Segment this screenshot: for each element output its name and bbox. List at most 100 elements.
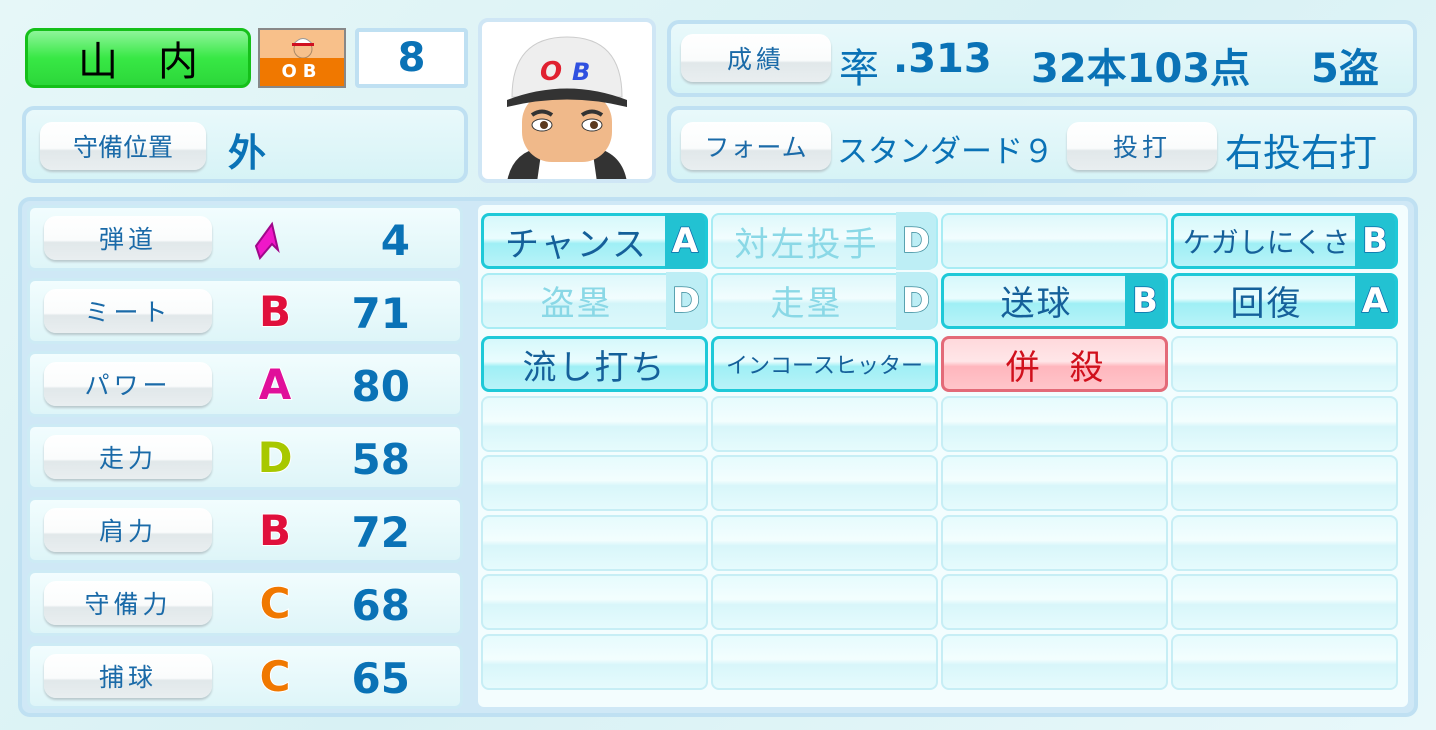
stat-label-button[interactable]: 守備力 bbox=[44, 581, 212, 625]
stolen-bases: 5盗 bbox=[1311, 46, 1379, 92]
position-button[interactable]: 守備位置 bbox=[40, 122, 206, 170]
stat-value: 4 bbox=[380, 216, 410, 265]
form-button[interactable]: フォーム bbox=[681, 122, 831, 170]
ability-cell-empty[interactable] bbox=[481, 395, 708, 452]
ability-grade: B bbox=[1125, 272, 1165, 329]
throw-bat-value: 右投右打 bbox=[1225, 131, 1378, 175]
stat-grade: C bbox=[259, 578, 292, 629]
svg-text:O: O bbox=[540, 57, 562, 87]
stat-grade: B bbox=[258, 286, 292, 337]
ability-cell[interactable]: 走塁 D bbox=[711, 271, 938, 330]
ability-cell[interactable]: 回復 A bbox=[1171, 272, 1398, 329]
uniform-number: 8 bbox=[355, 28, 468, 88]
stat-label-button[interactable]: 肩力 bbox=[44, 508, 212, 552]
position-value: 外 bbox=[228, 131, 267, 175]
stat-value: 68 bbox=[351, 581, 410, 630]
ability-cell-empty[interactable] bbox=[941, 514, 1168, 571]
stat-value: 80 bbox=[351, 362, 410, 411]
ability-cell-empty[interactable] bbox=[481, 514, 708, 571]
ability-cell-empty[interactable] bbox=[941, 213, 1168, 269]
ability-cell-empty[interactable] bbox=[941, 574, 1168, 630]
record-button[interactable]: 成績 bbox=[681, 34, 831, 82]
hr-rbi: 32本103点 bbox=[1031, 46, 1251, 92]
stat-value: 71 bbox=[351, 289, 410, 338]
record-panel: 成績 率 .313 32本103点 5盗 bbox=[667, 20, 1417, 97]
ability-cell[interactable]: 併殺 bbox=[941, 336, 1168, 392]
ability-cell-empty[interactable] bbox=[711, 455, 938, 511]
ability-grid: チャンス A 対左投手 D ケガしにくさ B 盗塁 D 走塁 D 送球 B 回復 A 流し打ち インコースヒッ… bbox=[478, 205, 1408, 707]
ability-cell[interactable]: ケガしにくさ B bbox=[1171, 213, 1398, 269]
ability-cell[interactable]: 流し打ち bbox=[481, 336, 708, 392]
stat-label-button[interactable]: 弾道 bbox=[44, 216, 212, 260]
stat-grade: B bbox=[258, 505, 292, 556]
stat-value: 58 bbox=[351, 435, 410, 484]
form-panel: フォーム スタンダード９ 投打 右投右打 bbox=[667, 106, 1417, 183]
ability-cell[interactable]: 送球 B bbox=[941, 272, 1168, 329]
form-value: スタンダード９ bbox=[837, 134, 1054, 170]
player-name: 山内 bbox=[25, 28, 251, 88]
ability-cell-empty[interactable] bbox=[481, 574, 708, 630]
stat-value: 65 bbox=[351, 654, 410, 703]
team-cap-icon bbox=[291, 38, 315, 59]
batting-average: .313 bbox=[893, 36, 992, 82]
stat-row: 走力 D 58 bbox=[27, 424, 463, 490]
ability-cell-empty[interactable] bbox=[1171, 514, 1398, 571]
ability-cell-empty[interactable] bbox=[1171, 574, 1398, 630]
stat-value: 72 bbox=[351, 508, 410, 557]
ability-cell-empty[interactable] bbox=[711, 395, 938, 452]
stat-row: 捕球 C 65 bbox=[27, 643, 463, 709]
ability-label: ケガしにくさ bbox=[1182, 226, 1351, 259]
ability-cell-empty[interactable] bbox=[711, 514, 938, 571]
ability-cell-empty[interactable] bbox=[1171, 336, 1398, 392]
ability-grade: B bbox=[1355, 213, 1395, 269]
stat-row: 肩力 B 72 bbox=[27, 497, 463, 563]
position-panel: 守備位置 外 bbox=[22, 106, 468, 183]
stat-grade: C bbox=[259, 651, 292, 702]
stat-label-button[interactable]: パワー bbox=[44, 362, 212, 406]
ability-cell[interactable]: 対左投手 D bbox=[711, 212, 938, 270]
ability-grade: D bbox=[666, 271, 706, 330]
ability-cell[interactable]: インコースヒッター bbox=[711, 336, 938, 392]
ability-label: 流し打ち bbox=[522, 347, 667, 388]
ability-grade: D bbox=[896, 212, 936, 270]
ability-label: 併殺 bbox=[1005, 347, 1134, 388]
ability-cell-empty[interactable] bbox=[941, 455, 1168, 511]
stat-grade: A bbox=[258, 359, 293, 410]
avg-label: 率 bbox=[839, 46, 879, 92]
ability-cell-empty[interactable] bbox=[1171, 633, 1398, 690]
stat-row: 弾道 4 bbox=[27, 205, 463, 271]
ability-cell[interactable]: 盗塁 D bbox=[481, 271, 708, 330]
ability-cell-empty[interactable] bbox=[1171, 395, 1398, 452]
team-badge: OB bbox=[258, 28, 346, 88]
player-portrait: O B bbox=[478, 18, 656, 183]
stat-grade: D bbox=[257, 432, 294, 483]
ability-grade: A bbox=[665, 213, 705, 269]
ability-cell-empty[interactable] bbox=[481, 633, 708, 690]
ability-cell-empty[interactable] bbox=[711, 633, 938, 690]
ability-label: 回復 bbox=[1230, 284, 1303, 324]
stat-label-button[interactable]: 走力 bbox=[44, 435, 212, 479]
team-name: OB bbox=[260, 58, 344, 86]
stat-row: 守備力 C 68 bbox=[27, 570, 463, 636]
ability-label: 送球 bbox=[1000, 284, 1073, 324]
ability-label: 走塁 bbox=[770, 284, 843, 324]
ability-label: 盗塁 bbox=[540, 284, 613, 324]
trajectory-arrow-icon bbox=[254, 221, 280, 260]
stat-row: パワー A 80 bbox=[27, 351, 463, 417]
ability-cell-empty[interactable] bbox=[711, 574, 938, 630]
ability-grade: A bbox=[1355, 272, 1395, 329]
ability-cell-empty[interactable] bbox=[481, 455, 708, 511]
svg-text:B: B bbox=[572, 58, 590, 86]
ability-label: チャンス bbox=[505, 224, 648, 265]
throw-bat-button[interactable]: 投打 bbox=[1067, 122, 1217, 170]
ability-cell[interactable]: チャンス A bbox=[481, 213, 708, 269]
ability-cell-empty[interactable] bbox=[941, 633, 1168, 690]
ability-grade: D bbox=[896, 271, 936, 330]
ability-label: インコースヒッター bbox=[726, 354, 923, 379]
ability-cell-empty[interactable] bbox=[941, 395, 1168, 452]
stat-label-button[interactable]: ミート bbox=[44, 289, 212, 333]
ability-cell-empty[interactable] bbox=[1171, 455, 1398, 511]
stat-label-button[interactable]: 捕球 bbox=[44, 654, 212, 698]
ability-label: 対左投手 bbox=[734, 224, 879, 265]
stat-row: ミート B 71 bbox=[27, 278, 463, 344]
